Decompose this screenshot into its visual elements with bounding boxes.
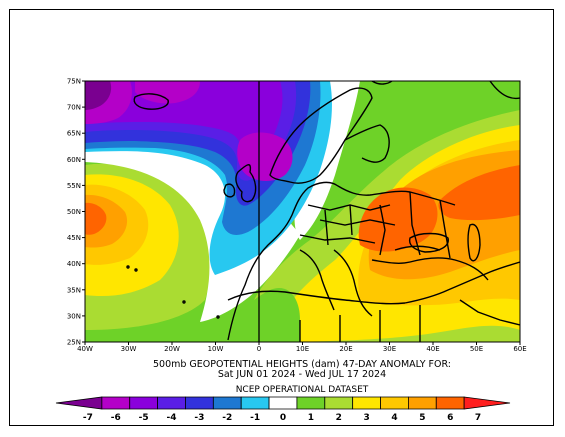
dataset-label: NCEP OPERATIONAL DATASET	[236, 385, 369, 395]
legend-swatch	[268, 396, 298, 410]
lat-tick-label: 25N	[67, 339, 81, 347]
lon-tick-label: 0	[257, 345, 261, 353]
legend-label: -6	[111, 413, 121, 423]
lon-tick-label: 40W	[77, 345, 93, 353]
lon-tick-label: 60E	[513, 345, 526, 353]
legend-swatch	[352, 396, 381, 410]
legend-label: 4	[391, 413, 397, 423]
lon-tick-label: 40E	[426, 345, 439, 353]
legend-swatch	[296, 396, 326, 410]
legend-swatch	[408, 396, 437, 410]
legend-label: 1	[308, 413, 314, 423]
lon-tick-label: 10E	[296, 345, 309, 353]
map-title-line2: Sat JUN 01 2024 - Wed JUL 17 2024	[218, 369, 386, 380]
lat-tick-label: 55N	[67, 182, 81, 190]
latitude-ticks: 75N 70N 65N 60N 55N 50N 45N 40N 35N 30N 25N	[67, 78, 85, 347]
lon-tick-label: 30E	[383, 345, 396, 353]
legend-label: 3	[363, 413, 369, 423]
legend-swatch	[240, 396, 270, 410]
legend-swatch	[157, 396, 186, 410]
legend-swatch	[212, 396, 242, 410]
legend-swatch	[380, 396, 409, 410]
coastlines	[126, 81, 520, 342]
legend-label: -5	[139, 413, 149, 423]
lat-tick-label: 45N	[67, 234, 81, 242]
legend-label: -1	[250, 413, 260, 423]
lat-tick-label: 40N	[67, 260, 81, 268]
lat-tick-label: 65N	[67, 130, 81, 138]
lon-tick-label: 50E	[470, 345, 483, 353]
legend-label: -4	[167, 413, 177, 423]
legend-label: 7	[475, 413, 481, 423]
legend-swatch	[185, 396, 214, 410]
anomaly-field	[85, 81, 520, 342]
legend-swatch	[435, 396, 465, 410]
legend-swatch	[324, 396, 354, 410]
lat-tick-label: 60N	[67, 156, 81, 164]
lat-tick-label: 30N	[67, 312, 81, 320]
legend-swatch	[463, 396, 511, 410]
legend-swatch	[129, 396, 158, 410]
legend-label: -3	[194, 413, 204, 423]
legend-label: 2	[336, 413, 342, 423]
lat-tick-label: 50N	[67, 208, 81, 216]
lat-tick-label: 75N	[67, 78, 81, 86]
legend-label: 0	[280, 413, 286, 423]
lon-tick-label: 20E	[339, 345, 352, 353]
lat-tick-label: 70N	[67, 104, 81, 112]
legend-swatch	[101, 396, 131, 410]
legend-swatch	[55, 396, 103, 410]
map-title-line1: 500mb GEOPOTENTIAL HEIGHTS (dam) 47-DAY …	[153, 359, 451, 370]
lat-tick-label: 35N	[67, 286, 81, 294]
legend-label: -2	[222, 413, 232, 423]
legend-label: 5	[419, 413, 425, 423]
figure-frame	[9, 9, 554, 426]
longitude-ticks: 40W 30W 20W 10W 0 10E 20E 30E 40E 50E 60E	[77, 342, 527, 353]
lon-tick-label: 30W	[121, 345, 137, 353]
legend-label: -7	[83, 413, 93, 423]
color-legend: -7 -6 -5 -4 -3 -2 -1 0 1 2 3 4 5 6 7	[55, 396, 511, 423]
legend-label: 6	[447, 413, 453, 423]
lon-tick-label: 20W	[164, 345, 180, 353]
lon-tick-label: 10W	[208, 345, 224, 353]
